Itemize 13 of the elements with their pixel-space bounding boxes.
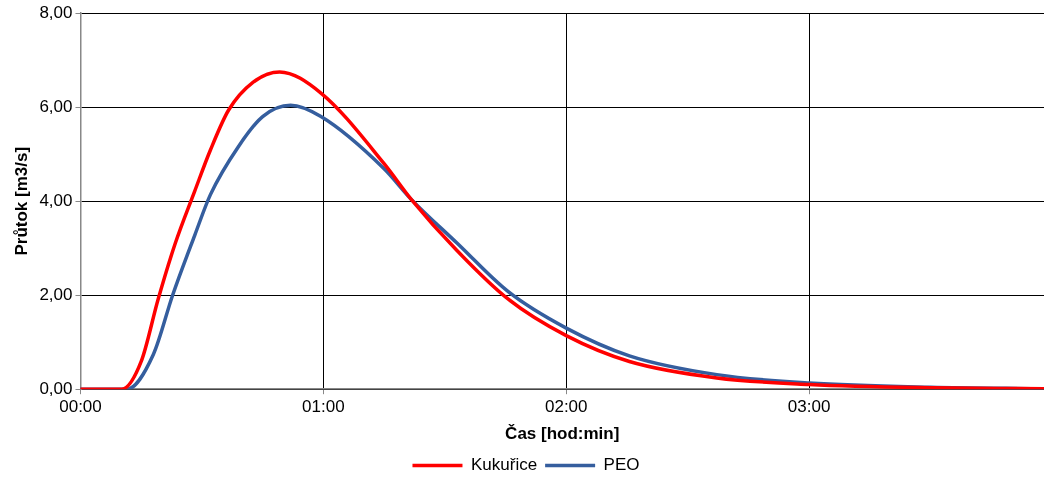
legend-label: Kukuřice [470, 455, 538, 475]
y-tick-label: 6,00 [39, 96, 73, 116]
y-tick-label: 2,00 [39, 284, 73, 304]
x-tick-label: 03:00 [787, 397, 831, 417]
x-tick-label: 01:00 [302, 397, 345, 417]
y-tick-label: 4,00 [39, 190, 73, 210]
y-tick-label: 0,00 [39, 378, 73, 398]
x-tick-label: 00:00 [59, 397, 102, 417]
x-axis-title: Čas [hod:min] [505, 424, 620, 444]
x-tick-label: 02:00 [544, 397, 588, 417]
y-axis-title: Průtok [m3/s] [11, 146, 31, 256]
y-tick-label: 8,00 [39, 2, 73, 22]
legend-label: PEO [603, 455, 640, 475]
